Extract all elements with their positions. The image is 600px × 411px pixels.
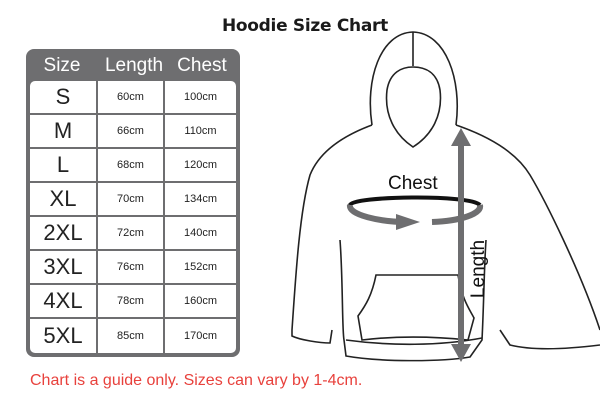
chest-measure-front-right [432,205,480,222]
right-sleeve [456,125,600,330]
hood-opening [387,67,441,147]
left-sleeve [292,125,372,343]
chest-label: Chest [388,173,438,195]
length-arrow-up-icon [451,128,471,146]
chest-arrowhead-icon [396,214,420,230]
disclaimer-note: Chart is a guide only. Sizes can vary by… [30,372,362,390]
length-label: Length [468,240,490,298]
right-cuff [500,330,600,349]
pocket [358,275,474,340]
